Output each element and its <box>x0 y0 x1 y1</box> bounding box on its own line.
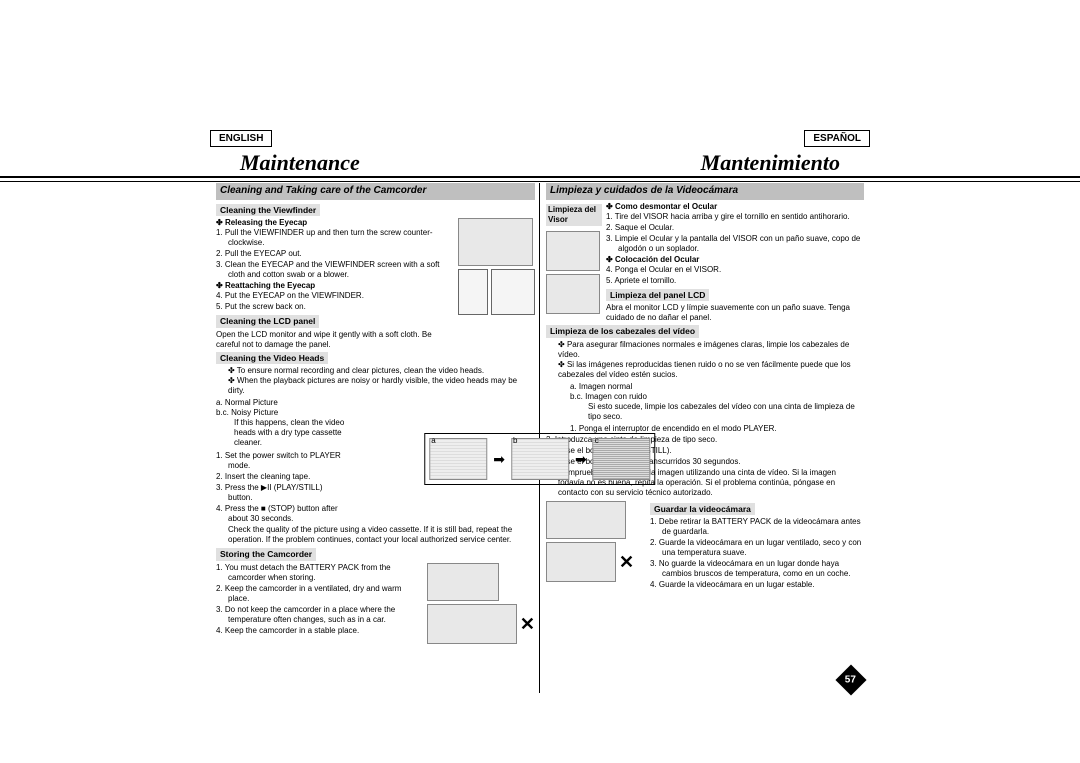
diagram-shake-no <box>546 542 616 582</box>
vh-step-1: 1. Set the power switch to PLAYER mode. <box>228 451 346 471</box>
rel-step-5: 5. Put the screw back on. <box>228 302 454 312</box>
reattach-eyecap-h: Reattaching the Eyecap <box>216 281 454 291</box>
storage-images-es: ✕ <box>546 501 646 592</box>
sub-cabezales-es: Limpieza de los cabezales del vídeo <box>546 325 699 338</box>
diagram-battery-detach <box>427 563 499 601</box>
noisy-pic-bc: b.c. Noisy Picture <box>216 408 346 418</box>
title-rule <box>0 176 1080 182</box>
lang-english: ENGLISH <box>210 130 272 147</box>
sub-visor-es: Limpieza del Visor <box>546 204 602 226</box>
diagram-eyecap-screw <box>491 269 535 315</box>
releasing-eyecap-h: Releasing the Eyecap <box>216 218 454 228</box>
es-rel-1: 1. Tire del VISOR hacia arriba y gire el… <box>618 212 864 222</box>
noisy-note-en: If this happens, clean the video heads w… <box>216 418 346 448</box>
vh-note-2-en: When the playback pictures are noisy or … <box>228 376 535 396</box>
manual-page: ENGLISH ESPAÑOL Maintenance Mantenimient… <box>0 0 1080 763</box>
x-icon: ✕ <box>520 613 535 636</box>
store-1-en: 1. You must detach the BATTERY PACK from… <box>228 563 423 583</box>
diagram-shelf <box>546 501 626 539</box>
diagram-camera-es-2 <box>546 274 600 314</box>
storage-images-left: ✕ <box>427 563 535 644</box>
vh-note-1-en: To ensure normal recording and clear pic… <box>228 366 535 376</box>
es-rel-5: 5. Apriete el tornillo. <box>618 276 864 286</box>
title-es: Mantenimiento <box>701 150 840 176</box>
lang-espanol: ESPAÑOL <box>804 130 870 147</box>
es-st-3: 3. No guarde la videocámara en un lugar … <box>662 559 864 579</box>
diagram-camera-es-1 <box>546 231 600 271</box>
sub-videoheads-en: Cleaning the Video Heads <box>216 352 328 365</box>
es-rel-3: 3. Limpie el Ocular y la pantalla del VI… <box>618 234 864 254</box>
es-rel-2: 2. Saque el Ocular. <box>618 223 864 233</box>
diagram-car-no <box>427 604 517 644</box>
es-vh-1: Para asegurar filmaciones normales e imá… <box>558 340 864 360</box>
title-en: Maintenance <box>240 150 360 176</box>
sample-image-c <box>593 438 651 480</box>
es-st-1: 1. Debe retirar la BATTERY PACK de la vi… <box>662 517 864 537</box>
viewfinder-images <box>458 218 535 350</box>
store-2-en: 2. Keep the camcorder in a ventilated, d… <box>228 584 423 604</box>
es-np-a: a. Imagen normal <box>570 382 864 392</box>
sub-lcd-es: Limpieza del panel LCD <box>606 289 709 302</box>
normal-pic-a: a. Normal Picture <box>216 398 346 408</box>
desmontar-h: Como desmontar el Ocular <box>606 202 864 212</box>
es-rel-4: 4. Ponga el Ocular en el VISOR. <box>618 265 864 275</box>
lcd-text-es: Abra el monitor LCD y límpie suavemente … <box>606 303 864 323</box>
lcd-text-en: Open the LCD monitor and wipe it gently … <box>216 330 454 350</box>
sub-lcd-en: Cleaning the LCD panel <box>216 315 319 328</box>
check-quality-en: Check the quality of the picture using a… <box>216 525 535 545</box>
section-es: Limpieza y cuidados de la Videocámara <box>546 183 864 200</box>
abc-panel: a ➡ b ➡ c <box>424 433 655 485</box>
diagram-viewfinder-1 <box>458 218 533 266</box>
sub-storing-en: Storing the Camcorder <box>216 548 316 561</box>
es-np-bc: b.c. Imagen con ruido <box>570 392 864 402</box>
language-labels: ENGLISH ESPAÑOL <box>210 130 870 147</box>
sub-guardar-es: Guardar la videocámara <box>650 503 755 516</box>
rel-step-2: 2. Pull the EYECAP out. <box>228 249 454 259</box>
diagram-eyecap-hand <box>458 269 488 315</box>
rel-step-4: 4. Put the EYECAP on the VIEWFINDER. <box>228 291 454 301</box>
es-vh-2: Si las imágenes reproducidas tienen ruid… <box>558 360 864 380</box>
vh-step-2: 2. Insert the cleaning tape. <box>228 472 346 482</box>
label-b: b <box>513 436 517 445</box>
page-titles: Maintenance Mantenimiento <box>210 150 870 176</box>
section-en: Cleaning and Taking care of the Camcorde… <box>216 183 535 200</box>
vh-step-4: 4. Press the ■ (STOP) button after about… <box>228 504 346 524</box>
store-4-en: 4. Keep the camcorder in a stable place. <box>228 626 423 636</box>
label-c: c <box>595 436 599 445</box>
colocacion-h: Colocación del Ocular <box>606 255 864 265</box>
rel-step-1: 1. Pull the VIEWFINDER up and then turn … <box>228 228 454 248</box>
rel-step-3: 3. Clean the EYECAP and the VIEWFINDER s… <box>228 260 454 280</box>
es-st-4: 4. Guarde la videocámara en un lugar est… <box>662 580 864 590</box>
es-st-2: 2. Guarde la videocámara en un lugar ven… <box>662 538 864 558</box>
vh-step-3: 3. Press the ▶II (PLAY/STILL) button. <box>228 483 346 503</box>
arrow-icon-2: ➡ <box>575 451 587 468</box>
arrow-icon: ➡ <box>493 451 505 468</box>
visor-images-es: Limpieza del Visor <box>546 202 602 324</box>
es-np-note: Si esto sucede, limpie los cabezales del… <box>570 402 864 422</box>
sub-viewfinder-en: Cleaning the Viewfinder <box>216 204 320 217</box>
abc-panel-wrapper: a ➡ b ➡ c <box>424 430 655 488</box>
x-icon-2: ✕ <box>619 551 634 574</box>
sample-image-b <box>511 438 569 480</box>
sample-image-a <box>429 438 487 480</box>
store-3-en: 3. Do not keep the camcorder in a place … <box>228 605 423 625</box>
label-a: a <box>431 436 435 445</box>
